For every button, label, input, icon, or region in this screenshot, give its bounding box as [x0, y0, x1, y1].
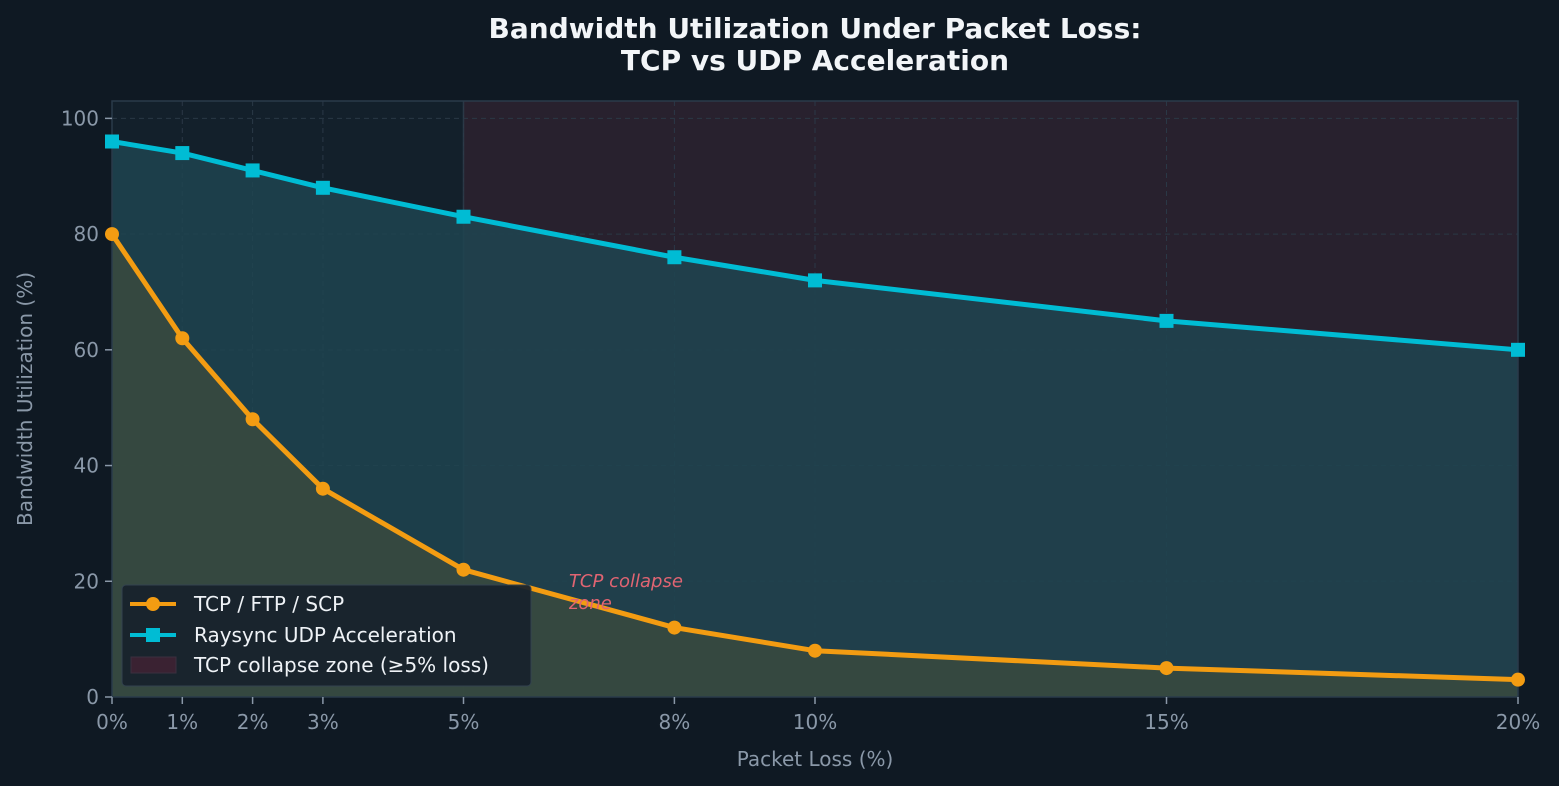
legend-label-zone: TCP collapse zone (≥5% loss)	[193, 653, 489, 677]
point-0-7	[1159, 661, 1174, 676]
point-1-8	[1511, 342, 1525, 357]
x-tick-label-5: 5%	[448, 710, 480, 734]
point-1-3	[315, 180, 330, 195]
point-1-2	[245, 163, 260, 178]
point-1-7	[1159, 313, 1174, 328]
point-0-6	[808, 643, 822, 658]
point-1-0	[105, 134, 119, 149]
legend-marker-udp	[146, 628, 160, 642]
legend-swatch-zone	[130, 656, 177, 674]
chart-title-line-2: TCP vs UDP Acceleration	[621, 44, 1009, 77]
legend-box	[121, 584, 532, 687]
legend-marker-tcp	[146, 597, 160, 611]
y-tick-label-60: 60	[74, 338, 99, 362]
point-1-6	[808, 273, 822, 288]
annotation-line-1: TCP collapse	[569, 571, 683, 592]
area-fill-series-0	[112, 234, 1518, 697]
x-axis-label: Packet Loss (%)	[737, 747, 894, 771]
y-tick-label-40: 40	[74, 454, 99, 478]
series-layer	[105, 134, 1525, 687]
fills-layer	[112, 141, 1518, 697]
annotation-line-2: zone	[568, 593, 612, 614]
point-0-1	[175, 331, 190, 346]
x-tick-label-20: 20%	[1496, 710, 1540, 734]
y-tick-label-100: 100	[61, 106, 99, 130]
point-1-4	[456, 209, 471, 224]
point-0-0	[105, 227, 119, 242]
x-tick-label-8: 8%	[659, 710, 691, 734]
point-0-2	[245, 412, 260, 427]
chart-title-line-1: Bandwidth Utilization Under Packet Loss:	[489, 12, 1142, 45]
y-tick-label-0: 0	[86, 685, 99, 709]
point-0-5	[667, 620, 682, 635]
legend-label-tcp: TCP / FTP / SCP	[193, 592, 344, 616]
y-tick-label-80: 80	[74, 222, 99, 246]
point-0-4	[456, 562, 471, 577]
area-fill-series-1	[112, 141, 1518, 697]
point-1-5	[667, 250, 682, 265]
x-tick-label-1: 1%	[166, 710, 198, 734]
point-0-8	[1511, 672, 1525, 687]
x-tick-label-15: 15%	[1144, 710, 1188, 734]
x-tick-label-3: 3%	[307, 710, 339, 734]
x-tick-label-10: 10%	[793, 710, 837, 734]
x-tick-label-0: 0%	[96, 710, 128, 734]
y-tick-label-20: 20	[74, 569, 99, 593]
point-1-1	[175, 146, 190, 161]
legend: TCP / FTP / SCP Raysync UDP Acceleration…	[121, 584, 532, 687]
ticks-layer: 0 20 40 60 80 100 0% 1% 2% 3% 5% 8% 10% 15% 20%	[61, 106, 1540, 734]
legend-label-udp: Raysync UDP Acceleration	[194, 623, 457, 647]
x-tick-label-2: 2%	[237, 710, 269, 734]
point-0-3	[315, 481, 330, 496]
y-axis-label: Bandwidth Utilization (%)	[13, 272, 37, 526]
